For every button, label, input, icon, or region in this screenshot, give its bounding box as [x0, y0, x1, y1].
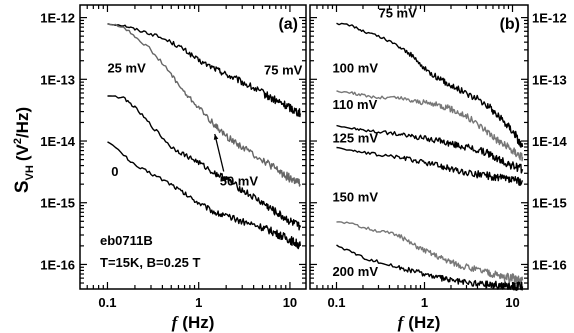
- x-axis-symbol: f: [398, 313, 406, 332]
- series-line-25-mv: [107, 95, 301, 231]
- series-label: 125 mV: [332, 130, 378, 145]
- series-line-75-mv: [107, 23, 301, 118]
- series-line-100-mv: [336, 90, 524, 162]
- y-tick-label: 1E-13: [40, 72, 75, 87]
- x-tick-label: 0.1: [98, 295, 116, 310]
- series-line-0: [107, 141, 301, 250]
- plot-frame-b: [309, 4, 529, 290]
- series-label: 75 mV: [264, 62, 303, 77]
- series-line-75-mv: [336, 22, 524, 148]
- series-line-200-mv: [336, 244, 524, 291]
- chart-annotation: T=15K, B=0.25 T: [100, 255, 200, 270]
- y-tick-label: 1E-13: [532, 72, 567, 87]
- y-axis-sub: VH: [24, 165, 36, 180]
- x-axis-symbol: f: [172, 313, 180, 332]
- annotation-arrow: [214, 133, 225, 172]
- y-axis-title-text: SVH (V2/Hz): [12, 107, 36, 193]
- series-line-125-mv: [336, 146, 524, 186]
- panel-tag: (a): [278, 16, 298, 33]
- series-label: 0: [111, 164, 118, 179]
- x-tick-label: 1: [195, 295, 202, 310]
- x-tick-label: 0.1: [327, 295, 345, 310]
- series-label: 150 mV: [332, 189, 378, 204]
- series-label: 25 mV: [107, 60, 146, 75]
- series-line-50-mv: [107, 23, 301, 187]
- x-tick-label: 1: [421, 295, 428, 310]
- series-label: 50 mV: [220, 174, 259, 189]
- series-line-110-mv: [336, 124, 524, 174]
- annotation-arrowhead: [213, 134, 219, 140]
- y-axis-title: SVH (V2/Hz): [12, 107, 36, 193]
- series-label: 200 mV: [332, 264, 378, 279]
- y-tick-label: 1E-15: [40, 196, 75, 211]
- y-axis-unit-sup: 2: [12, 138, 24, 144]
- series-label: 75 mV: [378, 6, 417, 21]
- x-axis-title: f (Hz): [172, 313, 215, 332]
- y-tick-label: 1E-16: [532, 257, 567, 272]
- x-tick-label: 10: [283, 295, 297, 310]
- series-label: 110 mV: [332, 97, 377, 112]
- y-tick-label: 1E-16: [40, 257, 75, 272]
- chart-annotation: eb0711B: [100, 233, 153, 248]
- x-axis-unit: (Hz): [182, 313, 214, 332]
- y-axis-unit-close: /Hz): [13, 107, 32, 138]
- panel-b: 0.1 1 10 1E-12 1E-13 1E-14 1E-15 1E-16 75 mV 100 …: [309, 4, 567, 332]
- y-tick-label: 1E-15: [532, 196, 567, 211]
- series-label: 100 mV: [332, 60, 378, 75]
- y-axis-unit-open: (V: [13, 144, 32, 162]
- y-axis-main: S: [12, 180, 33, 193]
- panel-tag: (b): [500, 16, 520, 33]
- y-tick-label: 1E-12: [532, 11, 567, 26]
- y-tick-label: 1E-14: [532, 134, 567, 149]
- panel-a: 0.1 1 10 1E-12 1E-13 1E-14 1E-15 1E-16 75 mV 50 m…: [40, 4, 307, 332]
- x-axis-unit: (Hz): [408, 313, 440, 332]
- y-tick-label: 1E-14: [40, 134, 75, 149]
- series-line-150-mv: [336, 221, 524, 284]
- x-axis-title: f (Hz): [398, 313, 441, 332]
- x-tick-label: 10: [505, 295, 519, 310]
- y-tick-label: 1E-12: [40, 11, 75, 26]
